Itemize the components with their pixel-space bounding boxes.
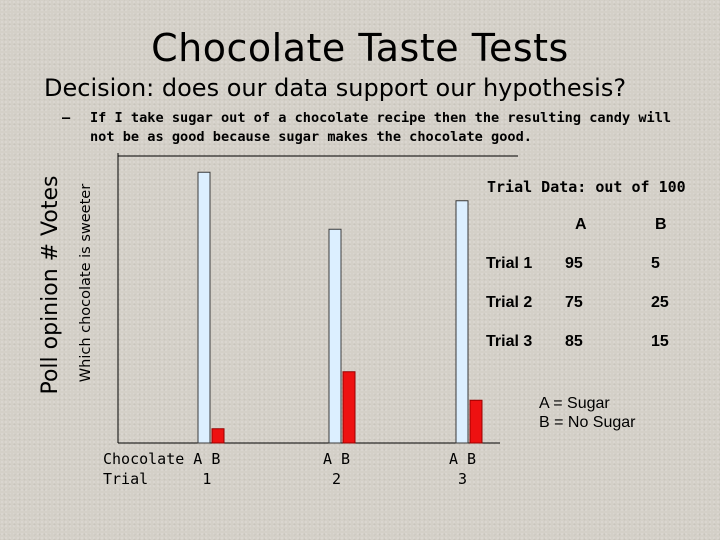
table-header-row: A B <box>478 205 711 244</box>
bar-a-trial-2 <box>328 228 342 444</box>
table-header-cell: A <box>575 215 587 233</box>
decision-heading: Decision: does our data support our hypo… <box>44 74 627 102</box>
table-cell: Trial 3 <box>486 332 533 350</box>
table-cell: Trial 1 <box>486 254 533 272</box>
x-tick-label-3: A B 3 <box>449 450 477 488</box>
table-cell: 95 <box>565 254 583 272</box>
legend-line-b: B = No Sugar <box>539 414 636 431</box>
table-header-cell <box>478 205 557 244</box>
hypothesis-line-2: not be as good because sugar makes the c… <box>90 129 532 145</box>
bar-b-trial-3 <box>469 399 483 444</box>
bar-a-trial-3 <box>455 200 469 444</box>
bar-b-trial-2 <box>342 371 356 444</box>
bullet-dash: – <box>62 110 71 126</box>
table-cell: 25 <box>651 293 669 311</box>
x-tick-label-2: A B 2 <box>323 450 351 488</box>
bar-a-trial-1 <box>197 171 211 444</box>
table-cell: 15 <box>651 332 669 350</box>
table-cell: 75 <box>565 293 583 311</box>
bar-b-trial-1 <box>211 428 225 444</box>
sugar-legend: A = Sugar B = No Sugar <box>539 394 636 432</box>
table-row: Trial 2 75 25 <box>478 283 711 322</box>
table-cell: 5 <box>651 254 660 272</box>
trial-data-table: A B Trial 1 95 5 Trial 2 75 25 Trial 3 8… <box>478 205 711 361</box>
x-tick-label-1: Chocolate A B Trial 1 <box>103 450 221 488</box>
trial-data-title: Trial Data: out of 100 <box>487 178 686 196</box>
slide-title: Chocolate Taste Tests <box>151 26 569 70</box>
table-header-cell: B <box>655 215 667 233</box>
table-cell: Trial 2 <box>486 293 533 311</box>
legend-line-a: A = Sugar <box>539 395 610 412</box>
table-row: Trial 3 85 15 <box>478 322 711 361</box>
table-row: Trial 1 95 5 <box>478 244 711 283</box>
table-cell: 85 <box>565 332 583 350</box>
hypothesis-line-1: If I take sugar out of a chocolate recip… <box>90 110 672 126</box>
